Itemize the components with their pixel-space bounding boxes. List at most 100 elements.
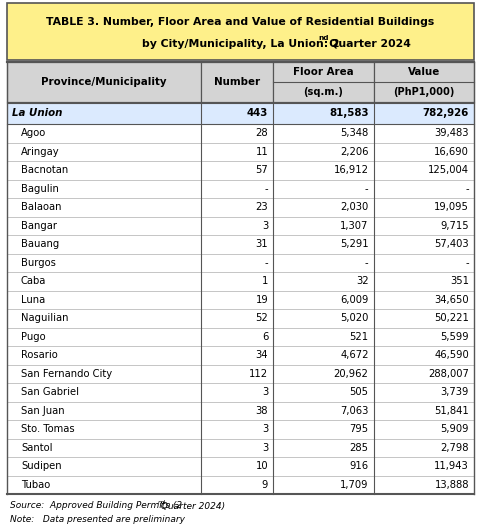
Bar xyxy=(7,272,473,290)
Text: 52: 52 xyxy=(255,313,268,323)
Text: Tubao: Tubao xyxy=(21,480,50,490)
Text: Number: Number xyxy=(214,77,260,87)
Bar xyxy=(7,103,473,124)
Bar xyxy=(7,143,473,161)
Text: 285: 285 xyxy=(349,443,368,453)
Text: Note:   Data presented are preliminary: Note: Data presented are preliminary xyxy=(10,515,185,524)
Text: Bangar: Bangar xyxy=(21,221,57,231)
Text: Aringay: Aringay xyxy=(21,147,60,157)
Text: 11: 11 xyxy=(255,147,268,157)
Bar xyxy=(7,309,473,328)
Text: 1,307: 1,307 xyxy=(339,221,368,231)
Text: 1,709: 1,709 xyxy=(339,480,368,490)
Text: 34,650: 34,650 xyxy=(433,295,468,305)
Text: 2,206: 2,206 xyxy=(339,147,368,157)
Bar xyxy=(373,62,473,102)
Text: 288,007: 288,007 xyxy=(427,369,468,379)
Text: 112: 112 xyxy=(249,369,268,379)
Bar xyxy=(7,124,473,143)
Text: 3: 3 xyxy=(262,424,268,434)
Text: 39,483: 39,483 xyxy=(433,128,468,138)
Text: -: - xyxy=(465,184,468,194)
Text: 50,221: 50,221 xyxy=(433,313,468,323)
Text: 32: 32 xyxy=(355,276,368,286)
Text: 16,690: 16,690 xyxy=(433,147,468,157)
Text: Quarter 2024): Quarter 2024) xyxy=(157,501,225,510)
Text: 28: 28 xyxy=(255,128,268,138)
Bar xyxy=(7,180,473,198)
Text: Province/Municipality: Province/Municipality xyxy=(41,77,166,87)
Bar xyxy=(7,216,473,235)
Text: 5,909: 5,909 xyxy=(440,424,468,434)
Text: La Union: La Union xyxy=(12,109,62,119)
Text: 3,739: 3,739 xyxy=(440,387,468,398)
Text: 46,590: 46,590 xyxy=(433,350,468,360)
Text: 13,888: 13,888 xyxy=(433,480,468,490)
Text: 5,599: 5,599 xyxy=(440,332,468,342)
Bar xyxy=(273,62,373,102)
Bar xyxy=(7,161,473,180)
Text: Santol: Santol xyxy=(21,443,52,453)
Text: Rosario: Rosario xyxy=(21,350,58,360)
Text: Luna: Luna xyxy=(21,295,45,305)
Text: 31: 31 xyxy=(255,239,268,249)
Text: Balaoan: Balaoan xyxy=(21,202,61,212)
Text: -: - xyxy=(364,258,368,268)
Text: -: - xyxy=(264,258,268,268)
Bar xyxy=(7,438,473,457)
Text: Naguilian: Naguilian xyxy=(21,313,68,323)
Text: 3: 3 xyxy=(262,387,268,398)
Bar xyxy=(7,198,473,216)
Bar xyxy=(7,290,473,309)
Text: 7,063: 7,063 xyxy=(339,406,368,416)
Text: 1: 1 xyxy=(261,276,268,286)
Bar xyxy=(7,402,473,420)
Bar xyxy=(7,62,200,102)
Text: Floor Area: Floor Area xyxy=(292,67,353,77)
Text: Burgos: Burgos xyxy=(21,258,56,268)
Text: Bacnotan: Bacnotan xyxy=(21,165,68,175)
Text: 10: 10 xyxy=(255,461,268,471)
Text: TABLE 3. Number, Floor Area and Value of Residential Buildings: TABLE 3. Number, Floor Area and Value of… xyxy=(46,17,434,27)
Text: San Gabriel: San Gabriel xyxy=(21,387,79,398)
Text: -: - xyxy=(465,258,468,268)
Text: 38: 38 xyxy=(255,406,268,416)
Text: 57: 57 xyxy=(255,165,268,175)
Text: 3: 3 xyxy=(262,443,268,453)
Text: by City/Municipality, La Union: 2   Quarter 2024: by City/Municipality, La Union: 2 Quarte… xyxy=(95,39,385,49)
Bar xyxy=(7,3,473,60)
Text: 125,004: 125,004 xyxy=(427,165,468,175)
Text: 34: 34 xyxy=(255,350,268,360)
Text: 5,020: 5,020 xyxy=(339,313,368,323)
Bar xyxy=(7,420,473,438)
Text: -: - xyxy=(364,184,368,194)
Text: Value: Value xyxy=(407,67,439,77)
Text: nd: nd xyxy=(317,35,328,41)
Bar xyxy=(200,62,273,102)
Text: (PhP1,000): (PhP1,000) xyxy=(392,87,454,97)
Text: San Fernando City: San Fernando City xyxy=(21,369,112,379)
Bar xyxy=(7,346,473,365)
Text: Bagulin: Bagulin xyxy=(21,184,59,194)
Text: 19: 19 xyxy=(255,295,268,305)
Text: by City/Municipality, La Union: 2: by City/Municipality, La Union: 2 xyxy=(142,39,338,49)
Text: nd: nd xyxy=(157,499,166,505)
Bar xyxy=(7,235,473,253)
Text: 6,009: 6,009 xyxy=(339,295,368,305)
Text: 505: 505 xyxy=(349,387,368,398)
Text: Note:   Data presented are preliminary: Note: Data presented are preliminary xyxy=(10,515,185,524)
Text: Caba: Caba xyxy=(21,276,46,286)
Text: -: - xyxy=(264,184,268,194)
Text: Quarter 2024: Quarter 2024 xyxy=(317,39,410,49)
Text: 443: 443 xyxy=(246,109,268,119)
Text: 6: 6 xyxy=(261,332,268,342)
Text: 9: 9 xyxy=(261,480,268,490)
Text: 19,095: 19,095 xyxy=(433,202,468,212)
Text: Pugo: Pugo xyxy=(21,332,46,342)
Bar xyxy=(7,383,473,402)
Bar xyxy=(7,457,473,475)
Text: 57,403: 57,403 xyxy=(433,239,468,249)
Text: 2,798: 2,798 xyxy=(440,443,468,453)
Text: 23: 23 xyxy=(255,202,268,212)
Text: 795: 795 xyxy=(349,424,368,434)
